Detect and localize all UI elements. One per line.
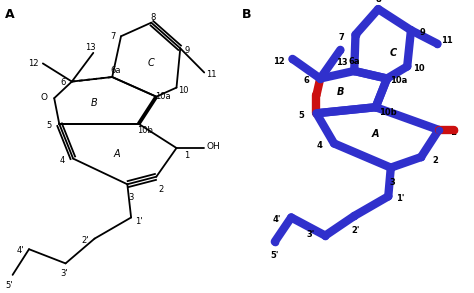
Point xyxy=(374,7,382,11)
Text: 11: 11 xyxy=(207,70,217,79)
Text: 3': 3' xyxy=(306,230,314,239)
Point xyxy=(435,127,443,132)
Text: B: B xyxy=(91,98,98,108)
Text: 13: 13 xyxy=(336,58,347,67)
Text: 8: 8 xyxy=(151,13,156,22)
Text: A: A xyxy=(114,149,120,159)
Point xyxy=(330,141,338,146)
Text: 5: 5 xyxy=(299,111,305,120)
Text: 5': 5' xyxy=(270,251,279,260)
Point xyxy=(383,76,391,81)
Text: 10: 10 xyxy=(178,86,189,95)
Text: 8: 8 xyxy=(376,0,382,4)
Text: 10a: 10a xyxy=(155,92,171,101)
Text: 7: 7 xyxy=(338,33,344,42)
Text: 4: 4 xyxy=(316,141,322,150)
Point xyxy=(407,28,415,33)
Point xyxy=(434,41,441,46)
Text: 10b: 10b xyxy=(137,126,153,135)
Text: A: A xyxy=(372,130,379,139)
Text: 5': 5' xyxy=(5,281,13,290)
Point xyxy=(321,233,329,238)
Text: 2': 2' xyxy=(351,226,360,235)
Text: B: B xyxy=(337,87,344,97)
Text: 1: 1 xyxy=(450,128,456,137)
Text: 4': 4' xyxy=(17,246,24,255)
Point xyxy=(287,215,295,220)
Text: 3: 3 xyxy=(128,193,134,202)
Text: 6: 6 xyxy=(303,76,309,85)
Text: 2: 2 xyxy=(159,185,164,194)
Point xyxy=(313,93,320,98)
Point xyxy=(350,69,358,73)
Text: 12: 12 xyxy=(28,59,39,68)
Text: C: C xyxy=(148,58,155,69)
Text: 10b: 10b xyxy=(379,108,396,117)
Point xyxy=(317,76,324,81)
Text: 13: 13 xyxy=(85,43,96,52)
Point xyxy=(350,214,358,218)
Text: 7: 7 xyxy=(110,32,115,41)
Text: 11: 11 xyxy=(441,36,453,45)
Point xyxy=(313,111,320,116)
Text: 9: 9 xyxy=(185,46,190,55)
Point xyxy=(289,57,296,61)
Point xyxy=(403,64,411,69)
Text: 1: 1 xyxy=(184,151,189,160)
Text: 6: 6 xyxy=(60,78,66,87)
Point xyxy=(384,194,392,199)
Text: 9: 9 xyxy=(420,28,426,37)
Text: O: O xyxy=(41,93,48,102)
Point xyxy=(450,127,457,132)
Text: 10a: 10a xyxy=(390,76,408,86)
Text: 1': 1' xyxy=(135,217,142,226)
Text: 6a: 6a xyxy=(348,57,360,66)
Text: 6a: 6a xyxy=(111,67,121,76)
Text: B: B xyxy=(242,8,252,21)
Text: 4: 4 xyxy=(60,156,65,165)
Point xyxy=(271,239,279,244)
Text: 12: 12 xyxy=(273,57,285,66)
Text: 2: 2 xyxy=(432,156,438,165)
Text: OH: OH xyxy=(206,142,220,151)
Text: 4': 4' xyxy=(272,215,281,224)
Point xyxy=(352,33,359,37)
Text: 10: 10 xyxy=(413,64,425,73)
Text: 2': 2' xyxy=(82,236,89,245)
Text: 3: 3 xyxy=(389,178,395,187)
Text: 1': 1' xyxy=(396,194,404,203)
Text: C: C xyxy=(390,48,397,58)
Text: 3': 3' xyxy=(61,269,68,278)
Point xyxy=(372,105,380,110)
Text: 5: 5 xyxy=(46,121,51,130)
Text: A: A xyxy=(5,8,15,21)
Point xyxy=(387,165,394,170)
Point xyxy=(337,47,344,52)
Point xyxy=(417,155,425,159)
